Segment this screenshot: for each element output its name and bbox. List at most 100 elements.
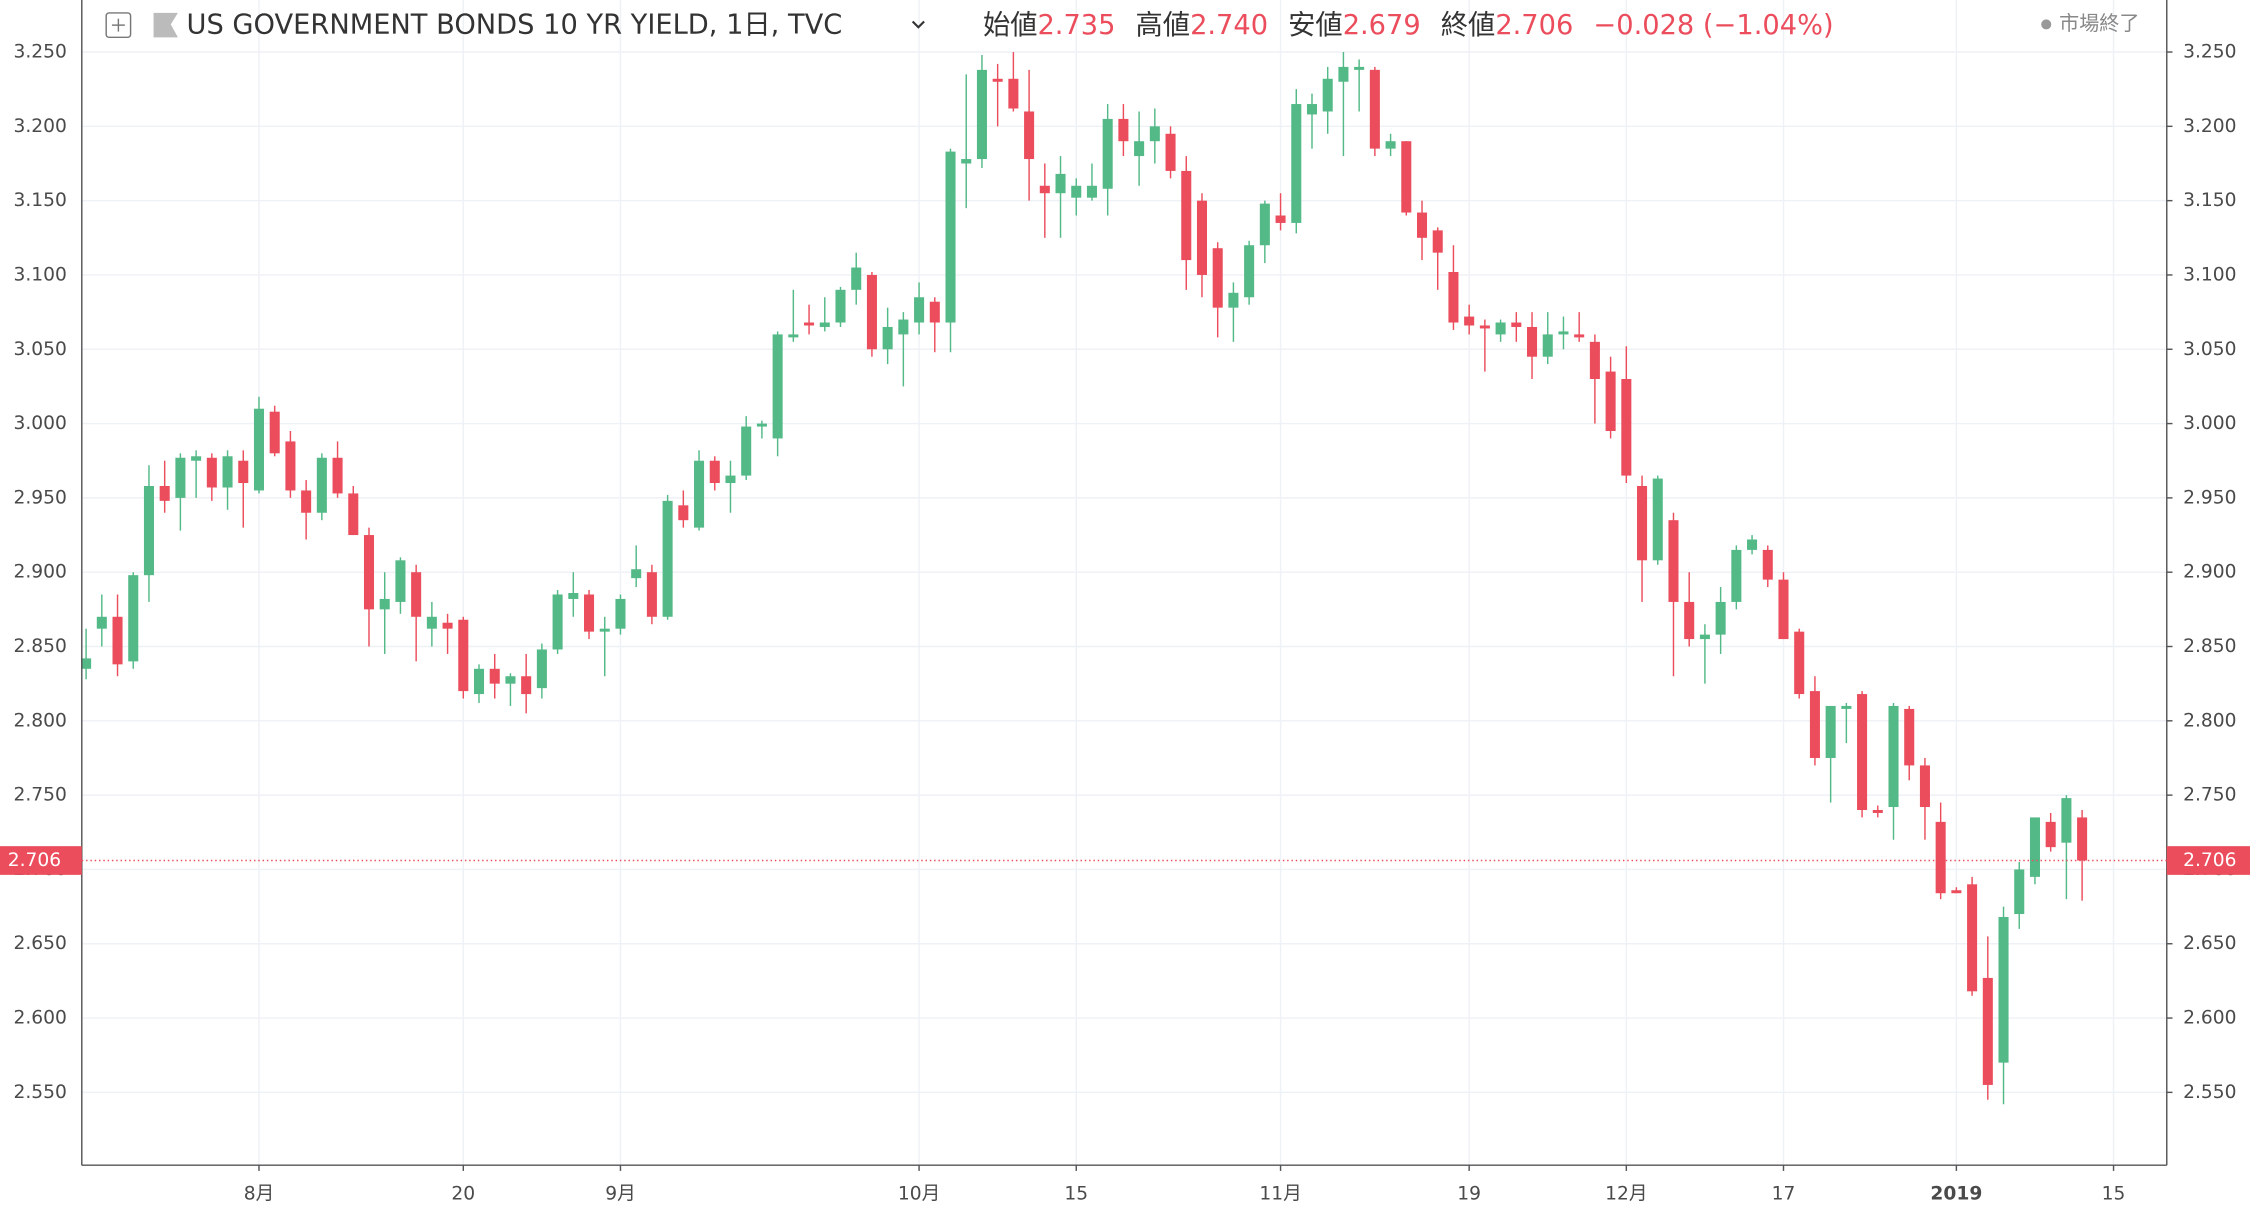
candle-body [1857, 694, 1868, 810]
candle-body [568, 593, 579, 599]
candle-body [1527, 326, 1538, 357]
y-tick-label-right: 2.600 [2183, 1008, 2236, 1029]
ohlc-name: 高値 [1136, 9, 1191, 40]
candle-body [1495, 322, 1506, 335]
ohlc-name: 始値 [983, 9, 1038, 40]
candle-body [678, 505, 689, 521]
candle-body [348, 493, 359, 536]
y-tick-label-right: 3.050 [2183, 339, 2236, 360]
candle-body [961, 159, 972, 164]
candle-body [914, 297, 925, 323]
y-tick-label-right: 2.550 [2183, 1082, 2236, 1103]
x-tick-label: 12月 [1605, 1183, 1647, 1204]
candle-body [521, 676, 532, 695]
y-tick-label-left: 2.850 [13, 636, 66, 657]
candle-body [599, 628, 610, 632]
candle-body [709, 460, 720, 484]
candle-body [615, 598, 626, 629]
candle-body [285, 441, 296, 491]
ohlc-value: 2.740 [1190, 9, 1268, 40]
candle-body [1794, 631, 1805, 695]
flag-icon [153, 12, 178, 38]
candle-body [1322, 78, 1333, 112]
candle-body [835, 289, 846, 323]
y-tick-label-left: 3.200 [13, 116, 66, 137]
candle-body [662, 500, 673, 617]
candle-body [631, 569, 642, 579]
y-tick-label-right: 2.950 [2183, 487, 2236, 508]
candle-body [898, 319, 909, 335]
candle-body [426, 616, 437, 629]
candle-body [1778, 579, 1789, 640]
chart-title[interactable]: US GOVERNMENT BONDS 10 YR YIELD, 1日, TVC [187, 9, 843, 40]
candle-body [1998, 916, 2009, 1063]
x-tick-label: 8月 [244, 1183, 275, 1204]
candle-body [1338, 66, 1349, 82]
candle-body [536, 649, 547, 689]
x-tick-label: 10月 [898, 1183, 940, 1204]
y-tick-label-right: 2.850 [2183, 636, 2236, 657]
candle-body [1196, 200, 1208, 275]
x-tick-label: 9月 [605, 1183, 636, 1204]
candle-body [1872, 809, 1883, 813]
candle-body [1479, 325, 1490, 329]
candle-body [316, 457, 327, 513]
candle-body [253, 408, 265, 491]
dropdown-icon[interactable] [911, 20, 925, 29]
candle-body [1401, 141, 1412, 213]
candles [81, 52, 2088, 1105]
candle-body [1511, 322, 1522, 327]
candle-body [694, 460, 705, 528]
candle-body [238, 460, 249, 484]
candle-body [269, 411, 280, 454]
candle-body [159, 485, 170, 501]
candle-body [442, 622, 453, 629]
x-tick-label: 15 [2102, 1183, 2126, 1204]
candle-body [1731, 549, 1742, 602]
y-tick-label-left: 2.750 [13, 785, 66, 806]
y-tick-label-left: 2.900 [13, 562, 66, 583]
y-tick-label-left: 3.100 [13, 264, 66, 285]
ohlc-header: 始値2.735 高値2.740 安値2.679 終値2.706 −0.028 (−1.0… [983, 9, 1834, 40]
y-tick-label-right: 3.150 [2183, 190, 2236, 211]
candle-body [1841, 705, 1852, 709]
y-tick-label-left: 3.150 [13, 190, 66, 211]
candle-body [473, 668, 485, 695]
candle-body [395, 560, 406, 602]
candle-body [882, 326, 893, 350]
candle-body [1432, 230, 1443, 253]
price-tag-left-bg [0, 846, 82, 875]
x-tick-label: 19 [1457, 1183, 1481, 1204]
candle-body [851, 267, 862, 290]
candle-body [175, 457, 186, 498]
candle-body [1982, 977, 1993, 1085]
ohlc-value: −0.028 (−1.04%) [1593, 9, 1833, 40]
candle-body [1448, 271, 1459, 323]
candle-body [128, 575, 139, 662]
candle-body [363, 535, 375, 610]
candle-body [1024, 111, 1035, 160]
candle-body [646, 572, 657, 617]
candle-body [1589, 341, 1600, 379]
y-tick-label-right: 3.250 [2183, 42, 2236, 63]
candle-body [489, 668, 500, 684]
candle-body [206, 457, 217, 488]
candle-body [1621, 378, 1632, 476]
candle-body [1762, 549, 1773, 580]
candle-body [2029, 817, 2040, 877]
candle-body [222, 456, 233, 488]
candle-body [1967, 884, 1978, 992]
candle-body [1071, 185, 1082, 198]
y-tick-label-left: 3.000 [13, 413, 66, 434]
candle-body [929, 301, 940, 323]
candle-body [1291, 104, 1302, 223]
candle-body [1919, 765, 1930, 808]
x-tick-label: 11月 [1259, 1183, 1301, 1204]
y-tick-label-left: 2.650 [13, 933, 66, 954]
candle-body [1259, 203, 1270, 246]
y-tick-label-right: 3.100 [2183, 264, 2236, 285]
y-tick-label-left: 3.050 [13, 339, 66, 360]
candle-body [1244, 245, 1255, 298]
